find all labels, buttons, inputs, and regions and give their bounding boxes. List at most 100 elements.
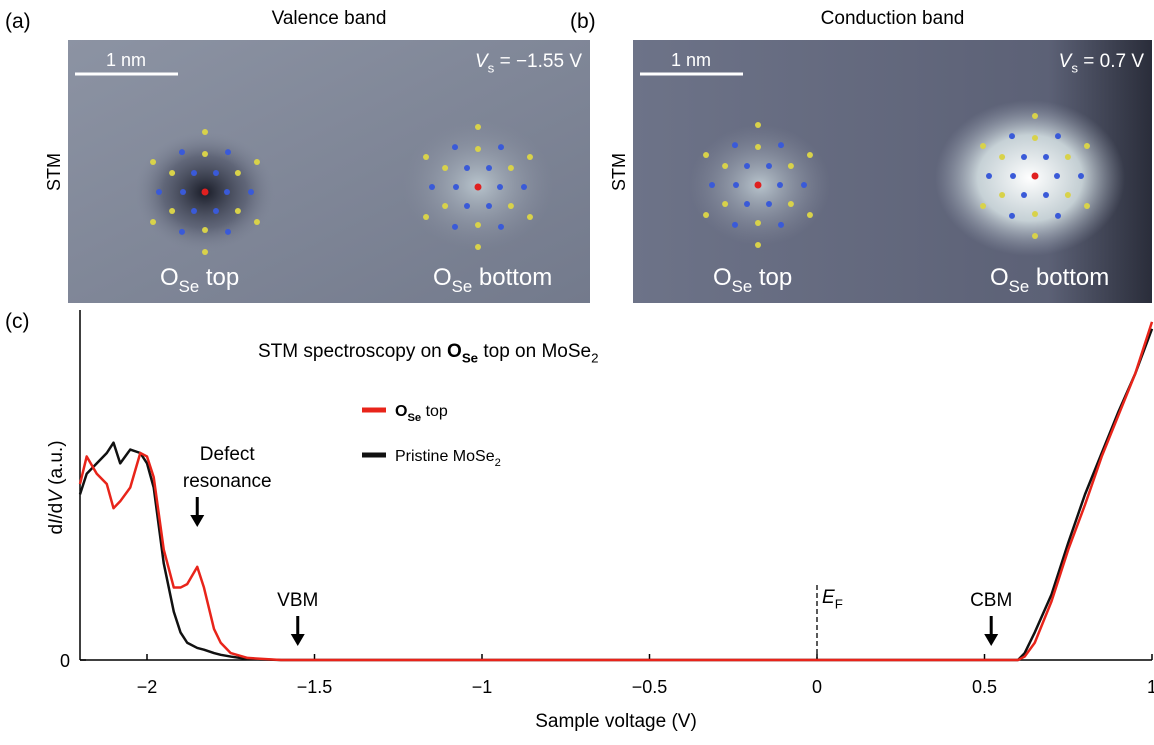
site-label: OSe top: [713, 264, 792, 296]
atom-dot: [1032, 135, 1038, 141]
atom-dot: [722, 163, 729, 169]
atom-dot: [253, 159, 260, 165]
text-part: O: [433, 264, 452, 291]
atom-dot: [452, 144, 458, 151]
atom-dot: [486, 164, 492, 171]
atom-dot: [1054, 173, 1060, 179]
atom-dot: [1083, 203, 1090, 209]
bias-label: Vs = 0.7 V: [1059, 51, 1145, 76]
text-part: Se: [452, 277, 473, 296]
text-part: Se: [462, 351, 478, 366]
atom-dot: [1032, 113, 1038, 119]
text-part: top: [199, 264, 239, 291]
text-part: O: [447, 341, 462, 362]
atom-dot: [1064, 154, 1071, 160]
atom-dot: [732, 142, 738, 149]
x-tick-label: 1: [1147, 677, 1154, 697]
series-line: [78, 321, 1154, 662]
text-part: s: [1071, 61, 1078, 76]
atom-dot: [429, 184, 435, 190]
atom-dot: [202, 227, 208, 233]
text-part: bottom: [472, 264, 552, 291]
text-part: = 0.7 V: [1078, 51, 1144, 72]
atom-dot: [179, 149, 185, 156]
atom-dot: [1009, 133, 1015, 140]
panel-label: (b): [570, 10, 596, 33]
stm-feature: [935, 100, 1125, 256]
text-part: top on MoSe: [478, 341, 591, 362]
atom-dot: [423, 154, 430, 160]
atom-dot: [1009, 212, 1015, 219]
arrow-head: [984, 634, 999, 646]
text-part: = −1.55 V: [494, 51, 582, 72]
atom-dot: [191, 169, 197, 176]
atom-dot: [766, 162, 772, 169]
atom-dot: [999, 192, 1006, 198]
site-label: OSe top: [160, 264, 239, 296]
atom-dot: [1021, 153, 1027, 160]
atom-dot: [755, 122, 761, 128]
text-part: (a.u.): [46, 440, 67, 490]
series-line: [78, 328, 1154, 662]
text-part: Se: [407, 412, 421, 424]
atom-dot: [521, 184, 527, 190]
atom-dot: [1032, 211, 1038, 217]
annotation: CBM: [970, 590, 1012, 611]
atom-dot: [1043, 192, 1049, 199]
atom-dot: [1055, 133, 1061, 140]
defect-dot: [754, 181, 762, 189]
atom-dot: [801, 182, 807, 188]
text-part: O: [395, 403, 407, 420]
atom-dot: [234, 208, 241, 214]
text-part: V: [475, 51, 490, 72]
legend-label: OSe top: [395, 403, 448, 424]
site-label: OSe bottom: [990, 264, 1109, 296]
panel-label: (c): [5, 310, 30, 333]
y-tick-label: 0: [60, 651, 70, 671]
text-part: STM spectroscopy on: [258, 341, 447, 362]
atom-dot: [986, 173, 992, 179]
atom-dot: [202, 129, 208, 135]
atom-dot: [1021, 192, 1027, 199]
atom-dot: [475, 124, 481, 130]
atom-dot: [1055, 212, 1061, 219]
atom-dot: [526, 154, 533, 160]
atom-dot: [225, 149, 231, 156]
x-tick-label: −1.5: [297, 677, 333, 697]
atom-dot: [980, 143, 987, 149]
legend-label: Pristine MoSe2: [395, 448, 501, 469]
atom-dot: [703, 212, 710, 218]
y-axis-label: dI/dV (a.u.): [46, 440, 67, 534]
atom-dot: [703, 152, 710, 158]
atom-dot: [733, 182, 739, 188]
atom-dot: [1078, 173, 1084, 179]
text-part: O: [160, 264, 179, 291]
side-label: STM: [44, 153, 64, 191]
text-part: Se: [732, 277, 753, 296]
text-part: O: [990, 264, 1009, 291]
atom-dot: [442, 165, 449, 171]
text-part: E: [822, 587, 835, 608]
atom-dot: [225, 228, 231, 235]
atom-dot: [156, 189, 162, 195]
annotation: VBM: [277, 590, 318, 611]
atom-dot: [497, 184, 503, 190]
atom-dot: [150, 219, 157, 225]
atom-dot: [213, 169, 219, 176]
bias-label: Vs = −1.55 V: [475, 51, 582, 76]
atom-dot: [169, 208, 176, 214]
atom-dot: [766, 201, 772, 208]
atom-dot: [191, 208, 197, 215]
atom-dot: [150, 159, 157, 165]
text-part: d: [46, 524, 67, 535]
panel-title: Valence band: [272, 8, 387, 29]
atom-dot: [475, 244, 481, 250]
atom-dot: [1032, 233, 1038, 239]
atom-dot: [1043, 153, 1049, 160]
text-part: top: [421, 403, 448, 420]
atom-dot: [464, 164, 470, 171]
atom-dot: [248, 189, 254, 195]
annotation: Defect: [200, 444, 256, 465]
atom-dot: [453, 184, 459, 190]
